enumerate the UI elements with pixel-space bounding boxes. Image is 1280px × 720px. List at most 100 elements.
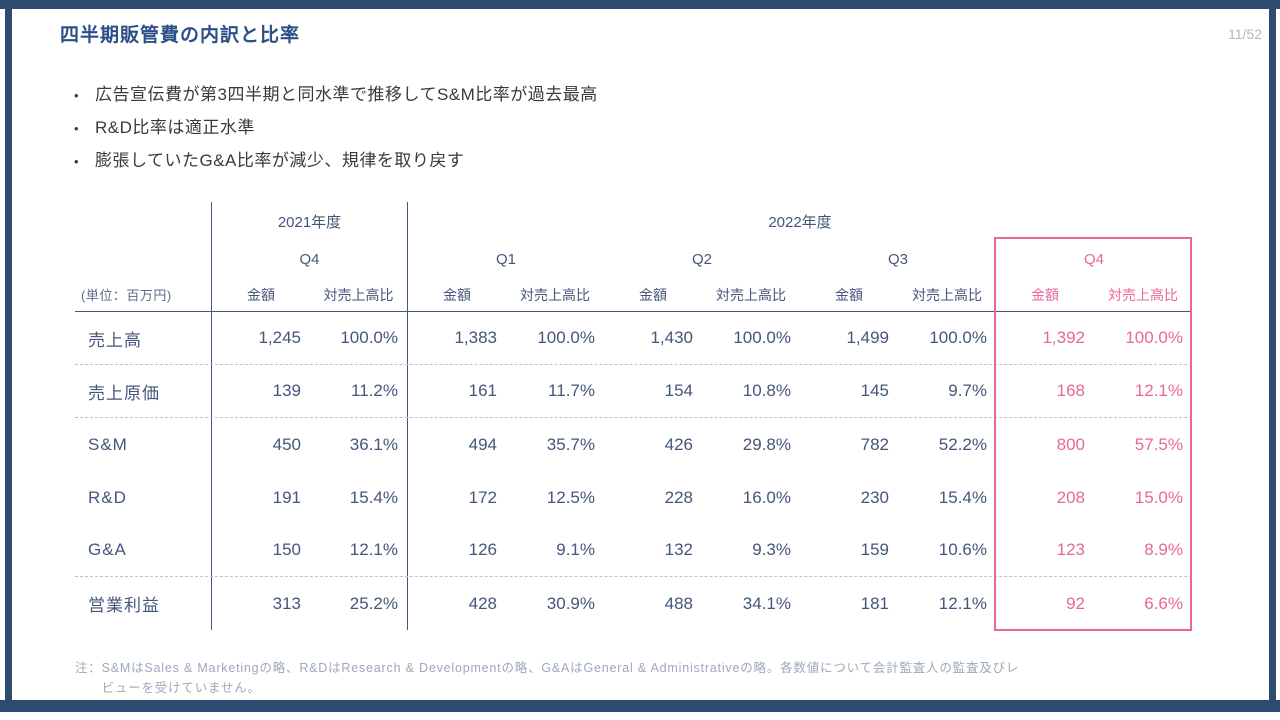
ratio-cell: 11.2%	[310, 365, 408, 417]
amount-cell: 139	[272, 381, 301, 400]
footnote: 注： S&MはSales & Marketingの略、R&DはResearch …	[75, 658, 1019, 698]
quarter-header-2021q4: Q4	[212, 240, 408, 278]
ratio-cell: 9.1%	[556, 540, 595, 559]
amount-header: 金額	[247, 286, 275, 303]
table-year-header-row: 2021年度 2022年度	[75, 202, 1192, 240]
amount-header: 金額	[835, 286, 863, 303]
ratio-header: 対売上高比	[912, 286, 982, 303]
quarter-header-q3: Q3	[887, 250, 908, 268]
amount-cell: 494	[468, 434, 497, 454]
ratio-cell: 12.5%	[546, 487, 595, 507]
slide-border-bottom	[0, 700, 1280, 712]
ratio-cell: 12.1%	[310, 524, 408, 576]
amount-cell: 145	[860, 381, 889, 400]
bullet-icon: •	[74, 154, 80, 169]
ratio-cell: 100.0%	[929, 328, 987, 347]
amount-cell: 782	[860, 434, 889, 454]
ratio-cell: 15.4%	[938, 487, 987, 507]
amount-cell: 450	[272, 434, 301, 454]
year-header-2022: 2022年度	[768, 213, 832, 231]
amount-cell: 208	[1056, 487, 1085, 507]
amount-cell: 428	[468, 593, 497, 613]
ratio-cell: 100.0%	[537, 328, 595, 347]
ratio-cell: 6.6%	[1144, 593, 1183, 613]
bullet-item: • 膨張していたG&A比率が減少、規律を取り戻す	[74, 146, 598, 179]
amount-cell: 92	[1066, 593, 1085, 613]
amount-cell: 1,383	[454, 328, 497, 347]
amount-header: 金額	[639, 286, 667, 303]
amount-header-highlight: 金額	[1031, 286, 1059, 303]
ratio-cell: 100.0%	[310, 312, 408, 364]
bullet-icon: •	[74, 88, 80, 103]
unit-label: (単位：百万円)	[75, 278, 212, 311]
ratio-cell: 15.4%	[310, 471, 408, 524]
amount-cell: 154	[664, 381, 693, 400]
footnote-line: ビューを受けていません。	[101, 681, 261, 695]
ratio-cell: 10.6%	[938, 540, 987, 559]
ratio-cell: 9.3%	[752, 540, 791, 559]
amount-cell: 161	[468, 381, 497, 400]
row-label: R&D	[75, 471, 212, 524]
amount-cell: 488	[664, 593, 693, 613]
amount-cell: 172	[468, 487, 497, 507]
amount-cell: 1,245	[258, 328, 301, 347]
amount-cell: 1,499	[846, 328, 889, 347]
ratio-cell: 10.8%	[742, 381, 791, 400]
amount-cell: 123	[1056, 540, 1085, 559]
year-header-spacer	[75, 202, 212, 240]
year-header-2021: 2021年度	[212, 202, 408, 240]
slide-border-right	[1269, 9, 1276, 700]
amount-cell: 159	[860, 540, 889, 559]
footnote-label: 注：	[75, 661, 102, 675]
ratio-header: 対売上高比	[520, 286, 590, 303]
amount-cell: 230	[860, 487, 889, 507]
bullet-text: R&D比率は適正水準	[95, 118, 255, 137]
row-label: G&A	[75, 524, 212, 576]
ratio-cell: 12.1%	[938, 593, 987, 613]
page-title: 四半期販管費の内訳と比率	[60, 25, 301, 46]
ratio-header-highlight: 対売上高比	[1108, 286, 1178, 303]
ratio-header: 対売上高比	[716, 286, 786, 303]
amount-cell: 150	[272, 540, 301, 559]
amount-cell: 800	[1056, 434, 1085, 454]
amount-cell: 313	[272, 593, 301, 613]
ratio-cell: 16.0%	[742, 487, 791, 507]
table-quarter-header-row: Q4 Q1 Q2 Q3 Q4	[75, 240, 1192, 278]
quarter-header-q1: Q1	[495, 250, 516, 268]
ratio-cell: 11.7%	[548, 381, 595, 400]
amount-cell: 132	[664, 540, 693, 559]
ratio-cell: 52.2%	[938, 434, 987, 454]
ratio-cell: 34.1%	[742, 593, 791, 613]
amount-cell: 168	[1056, 381, 1085, 400]
table-subheader-row: (単位：百万円) 金額 対売上高比 金額 対売上高比 金額 対売上高比 金額 対…	[75, 278, 1192, 312]
slide-border-left	[5, 9, 12, 700]
row-label: 営業利益	[75, 577, 212, 630]
table-row: 売上原価 139 11.2% 161 11.7% 154 10.8% 145 9…	[75, 365, 1192, 418]
table-row: S&M 450 36.1% 494 35.7% 426 29.8% 782 52…	[75, 418, 1192, 471]
ratio-header: 対売上高比	[310, 278, 408, 311]
quarter-header-q4-highlight: Q4	[1083, 250, 1104, 268]
quarter-header-q2: Q2	[691, 250, 712, 268]
table-body: 売上高 1,245 100.0% 1,383 100.0% 1,430 100.…	[75, 312, 1192, 630]
table-row: 売上高 1,245 100.0% 1,383 100.0% 1,430 100.…	[75, 312, 1192, 365]
table-row: G&A 150 12.1% 126 9.1% 132 9.3% 159 10.6…	[75, 524, 1192, 577]
amount-cell: 191	[272, 487, 301, 507]
ratio-cell: 25.2%	[310, 577, 408, 630]
ratio-cell: 100.0%	[733, 328, 791, 347]
ratio-cell: 8.9%	[1144, 540, 1183, 559]
ratio-cell: 35.7%	[546, 434, 595, 454]
amount-cell: 1,392	[1042, 328, 1085, 347]
ratio-cell: 30.9%	[546, 593, 595, 613]
bullet-text: 膨張していたG&A比率が減少、規律を取り戻す	[95, 151, 465, 170]
ratio-cell: 29.8%	[742, 434, 791, 454]
ratio-cell: 36.1%	[310, 418, 408, 471]
ratio-cell: 57.5%	[1134, 434, 1183, 454]
page-number: 11/52	[1228, 26, 1262, 42]
amount-header: 金額	[443, 286, 471, 303]
quarter-header-spacer	[75, 240, 212, 278]
row-label: 売上原価	[75, 365, 212, 417]
ratio-cell: 15.0%	[1134, 487, 1183, 507]
amount-cell: 1,430	[650, 328, 693, 347]
bullet-item: • 広告宣伝費が第3四半期と同水準で推移してS&M比率が過去最高	[74, 80, 598, 113]
slide-border-top	[0, 0, 1280, 9]
